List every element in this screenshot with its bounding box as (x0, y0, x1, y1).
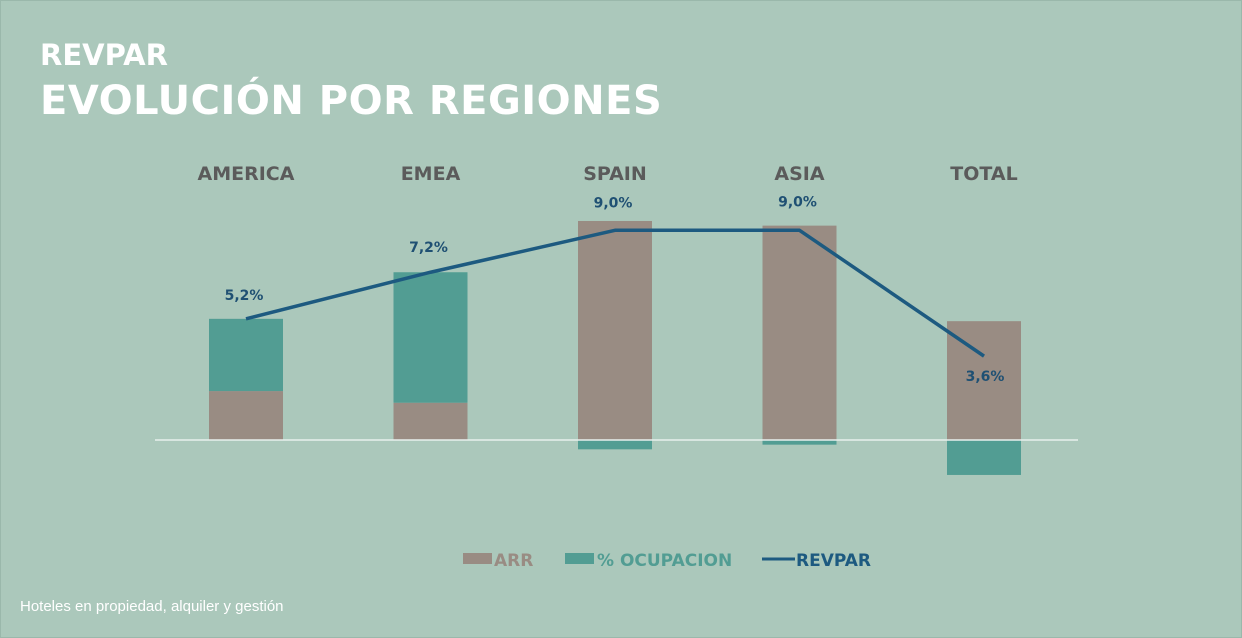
arr-bar (762, 225, 837, 440)
category-label-asia: ASIA (774, 163, 824, 185)
category-label-spain: SPAIN (583, 163, 647, 185)
revpar-data-label: 9,0% (594, 195, 633, 211)
arr-bar (578, 220, 652, 440)
revpar-data-label: 3,6% (966, 369, 1005, 385)
footer-note: Hoteles en propiedad, alquiler y gestión (20, 598, 284, 615)
arr-bar (209, 391, 283, 440)
chart-subtitle: REVPAR (40, 38, 168, 72)
category-label-total: TOTAL (950, 163, 1017, 185)
ocupacion-bar (209, 318, 283, 392)
legend-ocupacion-swatch (565, 553, 594, 564)
legend-arr-label: ARR (494, 551, 533, 571)
ocupacion-bar (578, 440, 652, 450)
revpar-data-label: 7,2% (409, 240, 448, 256)
legend-ocupacion-label: % OCUPACION (597, 551, 732, 571)
legend-arr-swatch (463, 553, 492, 564)
revpar-data-label: 5,2% (225, 288, 264, 304)
ocupacion-bar (947, 440, 1021, 475)
arr-bar (393, 402, 468, 440)
revpar-line (245, 228, 985, 358)
category-label-america: AMERICA (198, 163, 295, 185)
legend-revpar-label: REVPAR (796, 551, 871, 571)
chart-title: EVOLUCIÓN POR REGIONES (40, 78, 663, 124)
ocupacion-bar (393, 272, 468, 403)
revpar-data-label: 9,0% (778, 194, 817, 210)
category-label-emea: EMEA (401, 163, 461, 185)
ocupacion-bar (762, 440, 837, 445)
